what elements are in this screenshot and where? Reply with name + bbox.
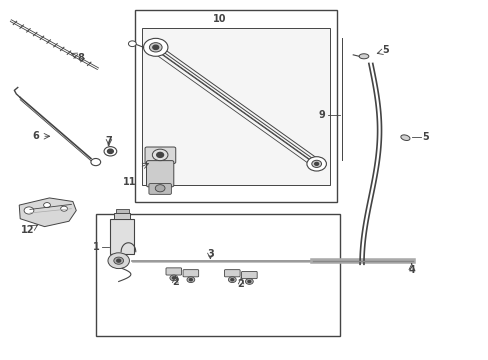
Text: 4: 4: [407, 265, 414, 275]
FancyBboxPatch shape: [183, 270, 198, 277]
Circle shape: [189, 279, 192, 281]
Circle shape: [61, 206, 67, 211]
Bar: [135, 10, 336, 202]
FancyBboxPatch shape: [224, 270, 240, 277]
Circle shape: [108, 253, 129, 269]
Circle shape: [117, 259, 121, 262]
Text: 11: 11: [123, 177, 136, 187]
Circle shape: [311, 160, 321, 167]
Circle shape: [114, 257, 123, 264]
Bar: [142, 28, 329, 185]
Text: 7: 7: [105, 136, 112, 145]
Circle shape: [169, 275, 177, 281]
Ellipse shape: [400, 135, 409, 140]
Bar: [114, 213, 130, 220]
FancyBboxPatch shape: [146, 161, 173, 187]
Text: 12: 12: [20, 225, 34, 235]
Text: 5: 5: [382, 45, 388, 55]
Bar: [96, 214, 339, 336]
Circle shape: [157, 152, 163, 157]
Text: 6: 6: [32, 131, 39, 141]
Circle shape: [43, 203, 50, 208]
Text: 8: 8: [78, 53, 84, 63]
Circle shape: [172, 277, 175, 279]
Circle shape: [153, 45, 158, 49]
Text: 5: 5: [422, 132, 428, 142]
FancyBboxPatch shape: [145, 147, 175, 163]
Circle shape: [128, 41, 136, 46]
Circle shape: [245, 279, 253, 284]
Text: 10: 10: [213, 14, 226, 24]
Circle shape: [143, 39, 167, 56]
Circle shape: [91, 158, 101, 166]
Circle shape: [104, 147, 117, 156]
FancyBboxPatch shape: [165, 268, 181, 275]
Ellipse shape: [358, 54, 368, 59]
FancyBboxPatch shape: [241, 271, 257, 279]
Circle shape: [314, 162, 318, 165]
Circle shape: [228, 277, 236, 283]
Bar: [110, 220, 134, 253]
Polygon shape: [19, 198, 76, 226]
Circle shape: [186, 277, 194, 283]
Circle shape: [155, 185, 164, 192]
Circle shape: [24, 207, 34, 214]
Bar: [116, 210, 129, 213]
Text: 9: 9: [318, 111, 325, 121]
Circle shape: [247, 280, 250, 283]
FancyBboxPatch shape: [149, 184, 171, 194]
Circle shape: [152, 149, 167, 161]
Circle shape: [107, 149, 113, 153]
Circle shape: [306, 157, 326, 171]
Text: 1: 1: [93, 242, 100, 252]
Text: 2: 2: [172, 277, 178, 287]
Text: 2: 2: [237, 279, 244, 289]
Circle shape: [149, 42, 162, 52]
Circle shape: [230, 279, 233, 281]
Text: 3: 3: [206, 248, 213, 258]
